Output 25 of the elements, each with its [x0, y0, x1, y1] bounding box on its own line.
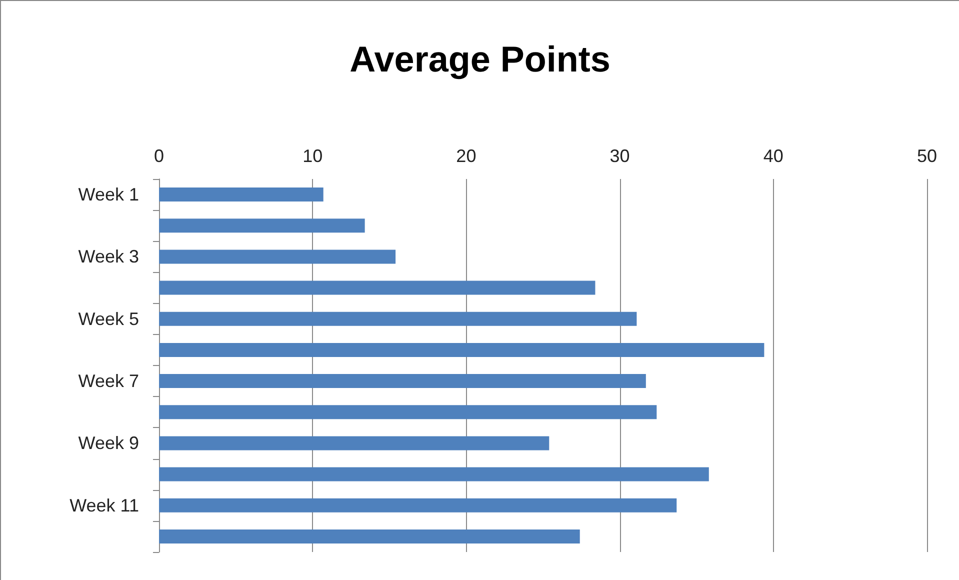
bar: [159, 218, 365, 233]
bar: [159, 280, 596, 295]
y-tick-label: Week 3: [78, 246, 139, 267]
x-tick-label: 50: [916, 146, 938, 166]
y-tick-label: Week 1: [78, 184, 139, 205]
bar: [159, 436, 550, 450]
bar: [159, 405, 657, 420]
bar: [159, 342, 764, 357]
bar: [159, 250, 396, 264]
bar: [159, 467, 709, 482]
y-tick-label: Week 7: [78, 371, 139, 392]
x-tick-label: 40: [763, 146, 784, 166]
bar: [159, 312, 637, 326]
bar: [159, 188, 324, 202]
bar: [159, 498, 677, 512]
x-tick-label: 20: [456, 146, 476, 166]
chart-title: Average Points: [350, 38, 610, 80]
x-tick-label: 0: [154, 146, 164, 166]
y-tick-label: Week 5: [78, 308, 139, 329]
bar: [159, 374, 646, 388]
x-tick-label: 10: [302, 146, 323, 166]
bar: [159, 529, 580, 544]
y-tick-label: Week 9: [78, 433, 139, 454]
x-tick-label: 30: [610, 146, 630, 166]
y-tick-label: Week 11: [70, 495, 139, 516]
